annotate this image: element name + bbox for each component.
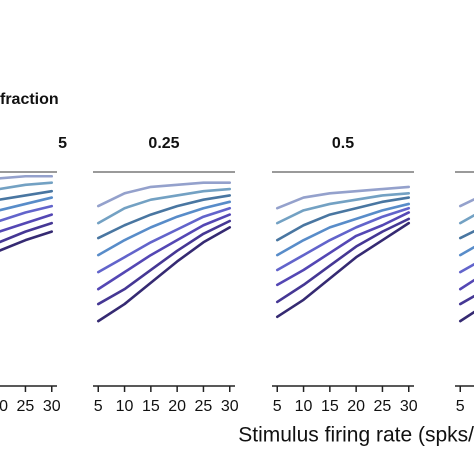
series-line (275, 206, 411, 272)
x-tick-label: 5 (273, 398, 282, 415)
x-tick-label: 10 (116, 398, 134, 415)
series-line (275, 196, 411, 242)
series-line (96, 187, 232, 225)
series-line (458, 310, 474, 323)
x-tick-label: 10 (295, 398, 313, 415)
series-line (0, 181, 54, 191)
series-line (0, 213, 54, 233)
series-line (275, 202, 411, 257)
series-line (275, 192, 411, 225)
x-tick-label: 30 (400, 398, 418, 415)
series-line (0, 196, 54, 212)
series-line (96, 219, 232, 306)
panel-title: 5 (58, 135, 67, 152)
x-tick-label: 20 (168, 398, 186, 415)
series-line (0, 204, 54, 223)
x-tick-label: 25 (195, 398, 213, 415)
x-tick-label: 30 (221, 398, 239, 415)
panel-title: 0.5 (332, 135, 354, 152)
x-tick-label: 15 (142, 398, 160, 415)
x-tick-label: 20 (347, 398, 365, 415)
series-line (275, 185, 411, 210)
x-tick-label: 30 (43, 398, 61, 415)
x-tick-label: 5 (456, 398, 465, 415)
x-axis-label: Stimulus firing rate (spks/ (238, 424, 474, 447)
series-line (0, 221, 54, 244)
series-line (96, 206, 232, 274)
figure-label: fraction (0, 91, 59, 108)
x-tick-label: 25 (374, 398, 392, 415)
x-tick-label: 25 (17, 398, 35, 415)
series-line (275, 211, 411, 287)
x-tick-label: 20 (0, 398, 8, 415)
series-line (0, 189, 54, 201)
series-line (458, 197, 474, 208)
panel-title: 0.25 (148, 135, 179, 152)
series-line (0, 230, 54, 252)
series-line (0, 174, 54, 180)
series-line (96, 200, 232, 257)
x-tick-label: 5 (94, 398, 103, 415)
series-line (96, 181, 232, 208)
series-line (96, 194, 232, 240)
series-line (275, 217, 411, 304)
series-line (96, 226, 232, 323)
series-line (96, 213, 232, 291)
x-tick-label: 15 (321, 398, 339, 415)
series-line (458, 245, 474, 257)
series-line (275, 221, 411, 319)
